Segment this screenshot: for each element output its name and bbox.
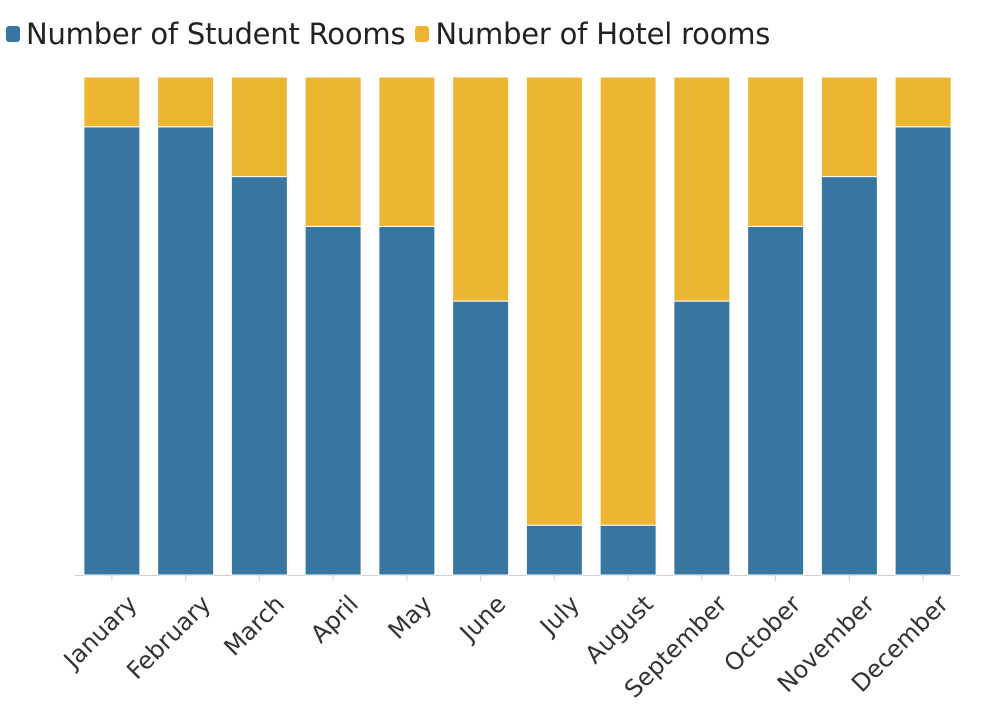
bar-hotel-rooms-january[interactable] xyxy=(83,76,141,128)
bar-student-rooms-november[interactable] xyxy=(820,176,878,576)
bar-student-rooms-october[interactable] xyxy=(747,225,805,576)
x-tick-label-may: May xyxy=(383,590,438,645)
bar-hotel-rooms-march[interactable] xyxy=(230,76,288,178)
bar-hotel-rooms-august[interactable] xyxy=(599,76,657,526)
bar-hotel-rooms-april[interactable] xyxy=(304,76,362,227)
x-tick-label-july: July xyxy=(533,590,585,642)
bar-hotel-rooms-september[interactable] xyxy=(673,76,731,302)
bar-hotel-rooms-october[interactable] xyxy=(747,76,805,227)
bar-student-rooms-june[interactable] xyxy=(452,300,510,576)
bar-hotel-rooms-june[interactable] xyxy=(452,76,510,302)
legend-label-hotel-rooms: Number of Hotel rooms xyxy=(435,17,771,51)
bar-student-rooms-may[interactable] xyxy=(378,225,436,576)
bar-student-rooms-january[interactable] xyxy=(83,126,141,576)
bar-student-rooms-february[interactable] xyxy=(157,126,215,576)
legend-label-student-rooms: Number of Student Rooms xyxy=(26,17,406,51)
legend-swatch-hotel-rooms xyxy=(415,26,430,42)
x-tick-label-april: April xyxy=(305,590,364,649)
legend-swatch-student-rooms xyxy=(6,26,20,42)
bar-student-rooms-april[interactable] xyxy=(304,225,362,576)
x-tick-label-june: June xyxy=(453,590,511,648)
bar-student-rooms-march[interactable] xyxy=(230,176,288,576)
legend-item-student-rooms[interactable]: Number of Student Rooms xyxy=(6,17,406,51)
legend: Number of Student Rooms Number of Hotel … xyxy=(6,14,780,54)
bar-hotel-rooms-july[interactable] xyxy=(525,76,583,526)
bar-student-rooms-september[interactable] xyxy=(673,300,731,576)
bar-student-rooms-july[interactable] xyxy=(525,524,583,576)
legend-item-hotel-rooms[interactable]: Number of Hotel rooms xyxy=(415,17,770,51)
x-tick-label-march: March xyxy=(219,590,291,662)
bar-hotel-rooms-november[interactable] xyxy=(820,76,878,178)
bar-student-rooms-august[interactable] xyxy=(599,524,657,576)
bar-hotel-rooms-may[interactable] xyxy=(378,76,436,227)
bar-hotel-rooms-december[interactable] xyxy=(894,76,952,128)
bar-student-rooms-december[interactable] xyxy=(894,126,952,576)
bar-hotel-rooms-february[interactable] xyxy=(157,76,215,128)
